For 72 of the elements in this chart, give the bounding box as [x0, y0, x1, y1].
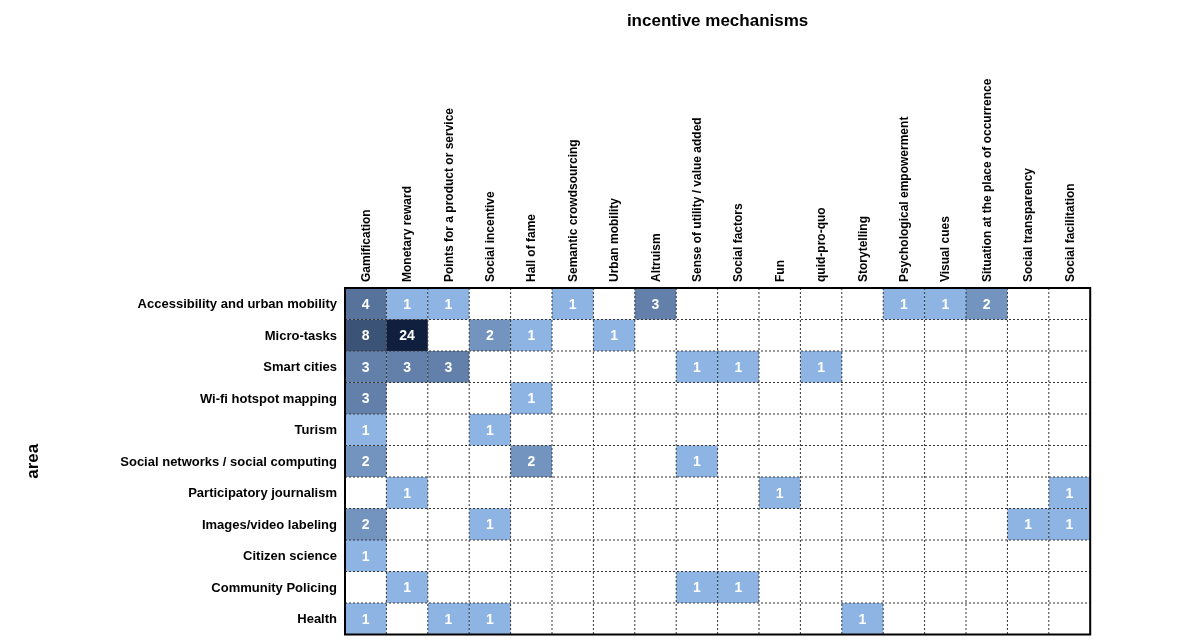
data-label: 24: [399, 327, 416, 344]
x-tick-label: Social factors: [731, 202, 746, 282]
x-tick-label: Storytelling: [855, 215, 870, 282]
data-label: 1: [941, 295, 950, 312]
data-label: 1: [403, 484, 412, 501]
data-label: 2: [486, 327, 494, 344]
x-tick-label: Fun: [772, 260, 787, 282]
data-label: 1: [1024, 516, 1033, 533]
y-tick-label: Micro-tasks: [264, 327, 337, 343]
data-label: 3: [651, 295, 660, 312]
y-tick-label: Wi-fi hotspot mapping: [199, 390, 338, 406]
data-label: 1: [403, 295, 412, 312]
data-label: 3: [403, 358, 412, 375]
data-label: 2: [982, 295, 991, 312]
data-label: 4: [361, 295, 370, 312]
data-label: 1: [858, 610, 867, 627]
data-label: 1: [486, 421, 494, 438]
x-tick-label: Points for a product or service: [441, 107, 456, 282]
data-label: 1: [1065, 516, 1074, 533]
data-label: 1: [1065, 484, 1074, 501]
data-label: 1: [817, 358, 826, 375]
x-tick-label: Sense of utility / value added: [690, 117, 705, 282]
x-tick-label: Social transparency: [1021, 167, 1036, 282]
x-tick-label: Monetary reward: [400, 185, 415, 282]
x-tick-label: Visual cues: [938, 215, 953, 282]
y-tick-label: Accessibility and urban mobility: [137, 296, 338, 312]
data-label: 1: [610, 327, 619, 344]
data-label: 3: [361, 390, 370, 407]
data-label: 1: [734, 358, 743, 375]
data-label: 3: [444, 358, 453, 375]
x-tick-label: Altruism: [648, 233, 663, 282]
y-tick-label: Participatory journalism: [188, 485, 337, 501]
data-label: 1: [361, 610, 370, 627]
data-label: 1: [403, 579, 412, 596]
y-axis-title: area: [23, 443, 42, 479]
x-tick-label: Semantic crowdsourcing: [565, 139, 580, 282]
chart-title: incentive mechanisms: [626, 11, 809, 30]
data-label: 1: [361, 547, 370, 564]
x-tick-label: Gamification: [358, 209, 373, 282]
y-tick-label: Citizen science: [243, 548, 337, 564]
data-label: 2: [361, 453, 370, 470]
y-tick-label: Social networks / social computing: [120, 453, 338, 469]
y-tick-label: Community Policing: [211, 579, 338, 595]
x-tick-label: Psychological empowerment: [897, 116, 912, 282]
data-label: 1: [444, 610, 453, 627]
data-label: 1: [693, 358, 701, 375]
data-label: 1: [693, 579, 701, 596]
x-tick-label: Social facilitation: [1062, 183, 1077, 282]
y-tick-label: Turism: [294, 422, 337, 438]
data-label: 1: [527, 327, 536, 344]
data-label: 2: [527, 453, 536, 470]
data-label: 3: [361, 358, 370, 375]
x-tick-label: Situation at the place of occurrence: [979, 78, 994, 282]
data-label: 1: [693, 453, 701, 470]
data-label: 1: [444, 295, 453, 312]
data-label: 1: [900, 295, 908, 312]
y-tick-label: Images/video labeling: [201, 516, 338, 532]
data-label: 1: [734, 579, 743, 596]
y-tick-label: Smart cities: [263, 359, 337, 375]
x-tick-label: quid-pro-quo: [814, 207, 829, 282]
data-label: 1: [775, 484, 784, 501]
x-tick-label: Urban mobility: [607, 197, 622, 282]
data-label: 1: [486, 610, 494, 627]
x-tick-label: Social incentive: [483, 190, 498, 282]
data-label: 1: [486, 516, 494, 533]
data-label: 1: [361, 421, 370, 438]
y-tick-label: Health: [297, 611, 338, 627]
data-label: 8: [361, 327, 370, 344]
data-label: 2: [361, 516, 370, 533]
x-tick-label: Hall of fame: [524, 213, 539, 282]
data-label: 1: [568, 295, 577, 312]
data-label: 1: [527, 390, 536, 407]
